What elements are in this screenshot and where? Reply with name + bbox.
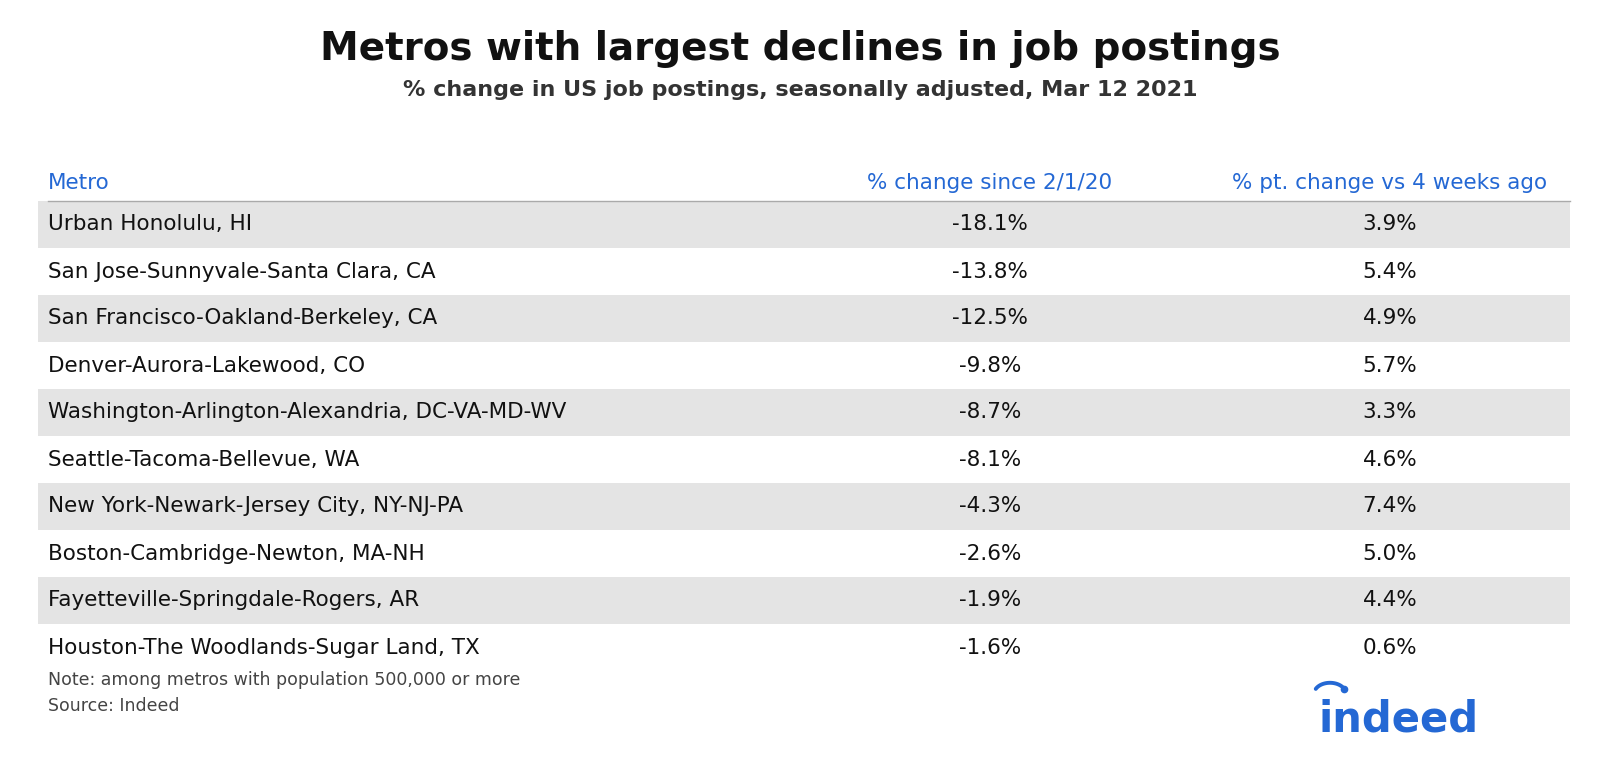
Text: Urban Honolulu, HI: Urban Honolulu, HI: [48, 214, 253, 234]
Text: -1.6%: -1.6%: [958, 638, 1021, 658]
Text: -13.8%: -13.8%: [952, 261, 1027, 281]
Bar: [38, 295, 1570, 342]
Bar: [38, 624, 1570, 671]
Text: New York-Newark-Jersey City, NY-NJ-PA: New York-Newark-Jersey City, NY-NJ-PA: [48, 496, 462, 516]
Text: Source: Indeed: Source: Indeed: [48, 697, 179, 715]
Bar: [38, 483, 1570, 530]
Bar: [38, 436, 1570, 483]
Bar: [38, 342, 1570, 389]
Text: San Jose-Sunnyvale-Santa Clara, CA: San Jose-Sunnyvale-Santa Clara, CA: [48, 261, 435, 281]
Bar: [38, 389, 1570, 436]
Text: 0.6%: 0.6%: [1363, 638, 1418, 658]
Text: % change since 2/1/20: % change since 2/1/20: [867, 173, 1112, 193]
Text: Boston-Cambridge-Newton, MA-NH: Boston-Cambridge-Newton, MA-NH: [48, 543, 424, 564]
Text: Metro: Metro: [48, 173, 110, 193]
Text: Denver-Aurora-Lakewood, CO: Denver-Aurora-Lakewood, CO: [48, 356, 365, 376]
Bar: [38, 530, 1570, 577]
Text: 3.3%: 3.3%: [1363, 403, 1418, 423]
Bar: [38, 248, 1570, 295]
Text: 5.4%: 5.4%: [1363, 261, 1418, 281]
Text: Houston-The Woodlands-Sugar Land, TX: Houston-The Woodlands-Sugar Land, TX: [48, 638, 480, 658]
Text: -2.6%: -2.6%: [958, 543, 1021, 564]
Text: Note: among metros with population 500,000 or more: Note: among metros with population 500,0…: [48, 671, 520, 689]
Text: % pt. change vs 4 weeks ago: % pt. change vs 4 weeks ago: [1232, 173, 1547, 193]
Text: Seattle-Tacoma-Bellevue, WA: Seattle-Tacoma-Bellevue, WA: [48, 450, 360, 469]
Text: San Francisco-Oakland-Berkeley, CA: San Francisco-Oakland-Berkeley, CA: [48, 308, 437, 329]
Text: 7.4%: 7.4%: [1363, 496, 1418, 516]
Text: -18.1%: -18.1%: [952, 214, 1027, 234]
Text: -8.7%: -8.7%: [958, 403, 1021, 423]
Bar: [38, 201, 1570, 248]
Text: 4.4%: 4.4%: [1363, 591, 1418, 611]
Text: -4.3%: -4.3%: [958, 496, 1021, 516]
Text: indeed: indeed: [1318, 699, 1478, 741]
Text: % change in US job postings, seasonally adjusted, Mar 12 2021: % change in US job postings, seasonally …: [403, 80, 1197, 100]
Text: 4.6%: 4.6%: [1363, 450, 1418, 469]
Text: 3.9%: 3.9%: [1363, 214, 1418, 234]
Bar: [38, 577, 1570, 624]
Text: -12.5%: -12.5%: [952, 308, 1027, 329]
Text: Fayetteville-Springdale-Rogers, AR: Fayetteville-Springdale-Rogers, AR: [48, 591, 419, 611]
Text: -8.1%: -8.1%: [958, 450, 1021, 469]
Text: 5.7%: 5.7%: [1363, 356, 1418, 376]
Text: 5.0%: 5.0%: [1363, 543, 1418, 564]
Text: Washington-Arlington-Alexandria, DC-VA-MD-WV: Washington-Arlington-Alexandria, DC-VA-M…: [48, 403, 566, 423]
Text: 4.9%: 4.9%: [1363, 308, 1418, 329]
Text: -9.8%: -9.8%: [958, 356, 1021, 376]
Text: Metros with largest declines in job postings: Metros with largest declines in job post…: [320, 30, 1280, 68]
Text: -1.9%: -1.9%: [958, 591, 1021, 611]
